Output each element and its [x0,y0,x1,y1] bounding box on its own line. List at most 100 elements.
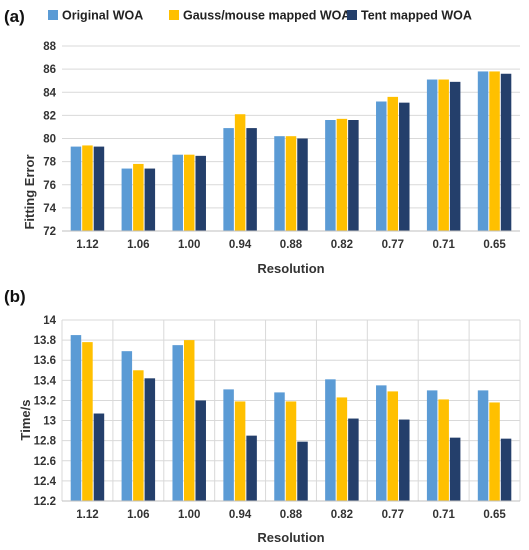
chart-b-bar [82,342,93,501]
chart-b-ytick-label: 13.8 [34,335,57,347]
chart-b-xtick-label: 1.12 [76,509,98,521]
chart-a-bar [387,96,399,231]
chart-a-ytick-label: 76 [43,180,56,192]
chart-b-xtick-label: 0.82 [331,509,353,521]
chart-b-bar [325,379,336,501]
chart-a-bar [144,168,156,231]
chart-a-bar [70,146,82,231]
chart-b-bar [297,441,308,501]
chart-b-bar [70,335,82,501]
chart-a-xtick-label: 1.06 [127,239,149,251]
chart-b-bar [399,419,410,501]
legend-swatch-gauss [169,10,179,20]
chart-a-ytick-label: 86 [43,64,56,76]
panel-label-b: (b) [4,287,26,306]
chart-a-xtick-label: 0.82 [331,239,353,251]
chart-b-bar [195,400,206,501]
chart-b-bar [376,385,387,501]
chart-b-xtick-label: 0.77 [382,509,404,521]
chart-b-bar [387,391,399,501]
chart-b-bar [336,397,348,501]
chart-a-bar [274,136,285,231]
chart-b-ytick-label: 13.6 [34,355,56,367]
chart-b-plot: 12.2 12.4 12.6 12.8 13 13.2 13.4 13.6 13.8 14 1.12… [34,315,521,521]
legend-label-gauss: Gauss/mouse mapped WOA [183,9,350,23]
legend-swatch-original [48,10,58,20]
chart-a-bar [133,163,144,231]
chart-b-ylabel: Time/s [18,400,33,441]
chart-b-ytick-label: 13 [43,416,56,428]
chart-b-xtick-label: 0.65 [483,509,506,521]
chart-a-xtick-label: 1.12 [76,239,98,251]
chart-b-bar [234,401,246,501]
chart-b-ytick-label: 12.4 [34,476,57,488]
chart-b-bar [133,370,144,501]
chart-a-bar [195,155,206,231]
chart-a-xlabel: Resolution [257,261,324,276]
chart-a-ytick-label: 88 [43,41,56,53]
chart-a-bar [234,114,246,231]
chart-a-bar [93,146,105,231]
chart-a-ytick-label: 80 [43,134,56,146]
chart-a-xtick-label: 0.77 [382,239,404,251]
chart-a-xtick-label: 0.65 [483,239,506,251]
chart-a-xtick-label: 1.00 [178,239,200,251]
chart-a-bar [246,128,257,231]
chart-b-bar [246,435,257,501]
chart-a-bar [325,120,336,231]
chart-b-ytick-label: 12.8 [34,436,57,448]
chart-a-ylabel: Fitting Error [22,154,37,229]
chart-a-bar [438,79,449,231]
chart-a-bar [426,79,438,231]
chart-a-bar [348,120,359,231]
chart-a-xtick-label: 0.88 [280,239,303,251]
chart-a-bar [336,118,348,231]
chart-b-bar [274,392,285,501]
chart-b-bar [438,399,449,501]
chart-b-bar [477,390,489,501]
chart-b-bar [121,351,133,501]
chart-a-ytick-label: 72 [43,226,56,238]
chart-a-ytick-label: 84 [43,87,56,99]
legend-swatch-tent [347,10,357,20]
chart-b-bar [489,402,500,501]
chart-b-xtick-label: 0.88 [280,509,303,521]
chart-a-bar [449,81,461,231]
chart-b-bar [449,437,461,501]
chart-a-ytick-label: 82 [43,110,56,122]
chart-b-bar [285,401,297,501]
chart-a-bar [172,154,183,231]
chart-b-ytick-label: 13.4 [34,375,57,387]
chart-a-xtick-label: 0.94 [229,239,252,251]
chart-a-bar [82,145,93,231]
chart-a-plot: 72 74 76 78 80 82 84 86 88 1.12 1.06 1.00 0.94 0.88 0.… [43,41,520,251]
chart-b-ytick-label: 12.2 [34,496,56,508]
chart-b-xtick-label: 1.00 [178,509,200,521]
chart-b-ytick-label: 12.6 [34,456,56,468]
chart-a-bar [376,101,387,231]
chart-a-xtick-label: 0.71 [432,239,455,251]
chart-a-bar [477,71,489,231]
chart-b-xlabel: Resolution [257,530,324,545]
chart-b-bar [426,390,438,501]
chart-b-bar [500,438,512,501]
chart-a-bar [297,138,308,231]
legend-label-tent: Tent mapped WOA [361,9,472,23]
chart-a-bar [183,154,195,231]
legend-label-original: Original WOA [62,9,143,23]
chart-b-bar [183,340,195,501]
chart-b-xtick-label: 1.06 [127,509,149,521]
legend: Original WOA Gauss/mouse mapped WOA Tent… [48,9,472,23]
chart-b-bar [93,413,105,501]
chart-a-bar [121,168,133,231]
chart-a-bar [223,128,234,231]
chart-b-xtick-label: 0.94 [229,509,252,521]
chart-a-bar [399,102,410,231]
chart-b-bar [172,345,183,501]
chart-b-ytick-label: 14 [43,315,56,327]
chart-a-ytick-label: 78 [43,157,56,169]
chart-a-ytick-label: 74 [43,203,56,215]
chart-b-bar [348,418,359,501]
chart-a-bar [489,71,500,231]
